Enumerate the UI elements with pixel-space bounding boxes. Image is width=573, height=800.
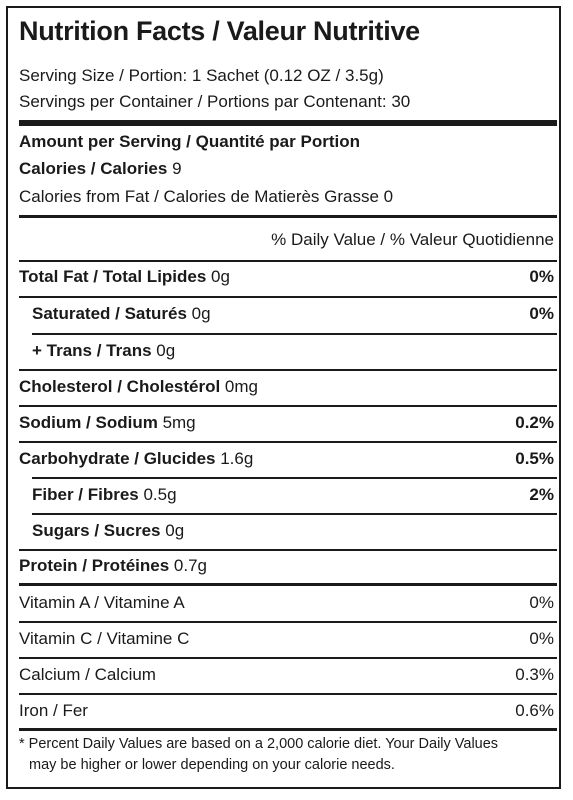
vitamin-pct: 0% (529, 593, 554, 612)
nutrient-amount: 0.5g (138, 485, 177, 504)
nutrient-row-carbohydrate: Carbohydrate / Glucides 1.6g 0.5% (19, 449, 554, 475)
nutrient-row-cholesterol: Cholesterol / Cholestérol 0mg (19, 377, 554, 403)
nutrient-row-saturated: Saturated / Saturés 0g 0% (32, 304, 554, 330)
divider (19, 549, 557, 551)
nutrient-name: Protein / Protéines (19, 556, 170, 575)
nutrient-name: Saturated / Saturés (32, 304, 187, 323)
nutrient-pct: 0% (529, 267, 554, 286)
footnote-line-1: * Percent Daily Values are based on a 2,… (19, 736, 499, 752)
calories-line: Calories / Calories 9 (19, 159, 182, 179)
divider (19, 657, 557, 659)
nutrient-pct: 0.5% (515, 449, 554, 468)
vitamin-row-calcium: Calcium / Calcium 0.3% (19, 665, 554, 691)
nutrient-name: Fiber / Fibres (32, 485, 139, 504)
vitamin-name: Vitamin A / Vitamine A (19, 593, 185, 612)
calories-label: Calories / Calories (19, 159, 168, 178)
nutrient-pct: 0.2% (515, 413, 554, 432)
vitamin-name: Iron / Fer (19, 701, 88, 720)
divider (19, 260, 557, 262)
divider (32, 333, 557, 335)
vitamin-row-c: Vitamin C / Vitamine C 0% (19, 629, 554, 655)
nutrient-amount: 0g (160, 521, 185, 540)
calories-value: 9 (167, 159, 182, 178)
vitamin-row-a: Vitamin A / Vitamine A 0% (19, 593, 554, 619)
nutrient-pct: 2% (529, 485, 554, 504)
footnote-line-2: may be higher or lower depending on your… (29, 757, 395, 773)
footnote: * Percent Daily Values are based on a 2,… (19, 734, 549, 776)
nutrient-name: Carbohydrate / Glucides (19, 449, 216, 468)
vitamin-pct: 0% (529, 629, 554, 648)
divider (19, 369, 557, 371)
nutrient-name: Total Fat / Total Lipides (19, 267, 207, 286)
servings-per-container: Servings per Container / Portions par Co… (19, 92, 411, 111)
nutrient-row-protein: Protein / Protéines 0.7g (19, 556, 554, 582)
vitamin-name: Calcium / Calcium (19, 665, 156, 684)
divider-thick (19, 120, 557, 126)
nutrient-row-trans: + Trans / Trans 0g (32, 341, 554, 367)
divider-medium (19, 215, 557, 218)
nutrient-amount: 1.6g (215, 449, 254, 468)
daily-value-heading: % Daily Value / % Valeur Quotidienne (271, 230, 554, 249)
vitamin-pct: 0.3% (515, 665, 554, 684)
label-title: Nutrition Facts / Valeur Nutritive (19, 16, 420, 46)
divider (19, 296, 557, 298)
nutrient-name: Sodium / Sodium (19, 413, 158, 432)
divider-medium (19, 583, 557, 586)
nutrient-amount: 0g (186, 304, 211, 323)
nutrient-amount: 0g (151, 341, 176, 360)
vitamin-pct: 0.6% (515, 701, 554, 720)
nutrient-pct: 0% (529, 304, 554, 323)
nutrient-amount: 5mg (157, 413, 196, 432)
divider (32, 477, 557, 479)
nutrient-name: + Trans / Trans (32, 341, 152, 360)
nutrient-name: Sugars / Sucres (32, 521, 161, 540)
divider-medium (19, 728, 557, 731)
vitamin-row-iron: Iron / Fer 0.6% (19, 701, 554, 727)
divider (19, 441, 557, 443)
nutrient-row-total-fat: Total Fat / Total Lipides 0g 0% (19, 267, 554, 293)
divider (19, 693, 557, 695)
calories-from-fat: Calories from Fat / Calories de Matierès… (19, 187, 394, 206)
nutrient-row-fiber: Fiber / Fibres 0.5g 2% (32, 485, 554, 511)
nutrient-amount: 0mg (220, 377, 258, 396)
serving-size: Serving Size / Portion: 1 Sachet (0.12 O… (19, 66, 384, 85)
divider (19, 405, 557, 407)
nutrient-name: Cholesterol / Cholestérol (19, 377, 221, 396)
divider (19, 621, 557, 623)
nutrient-row-sugars: Sugars / Sucres 0g (32, 521, 554, 547)
nutrition-facts-label: Nutrition Facts / Valeur Nutritive Servi… (6, 6, 561, 789)
divider (32, 513, 557, 515)
nutrient-row-sodium: Sodium / Sodium 5mg 0.2% (19, 413, 554, 439)
vitamin-name: Vitamin C / Vitamine C (19, 629, 190, 648)
nutrient-amount: 0.7g (169, 556, 208, 575)
amount-heading: Amount per Serving / Quantité par Portio… (19, 132, 360, 151)
nutrient-amount: 0g (206, 267, 230, 286)
